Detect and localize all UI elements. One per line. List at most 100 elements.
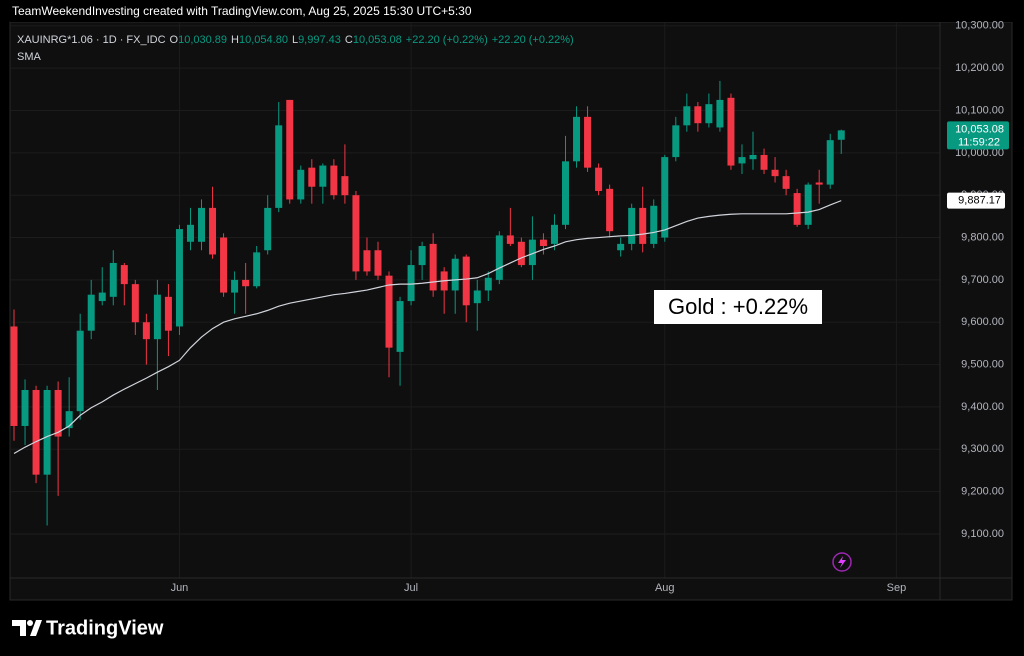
y-tick-label: 9,600.00 [961, 316, 1004, 328]
alert-icon[interactable] [832, 552, 852, 572]
change: +22.20 (+0.22%) [406, 34, 488, 46]
candle-body [628, 207, 636, 244]
candle-body [573, 116, 581, 162]
logo-slash [30, 620, 42, 636]
x-tick-label: Jul [404, 582, 418, 594]
brand-logo [12, 620, 42, 636]
y-tick-label: 9,800.00 [961, 231, 1004, 243]
change: +22.20 (+0.22%) [492, 34, 574, 46]
candle-body [727, 97, 735, 166]
sma-line [13, 200, 842, 455]
candle-body [198, 207, 206, 242]
candle-body [462, 256, 470, 306]
logo-mark [12, 620, 26, 636]
candle-body [32, 389, 40, 475]
ohlc-key: H [231, 34, 239, 46]
candle-body [209, 207, 217, 255]
candle-body [429, 243, 437, 291]
candle-body [584, 116, 592, 168]
candle-body [738, 157, 746, 164]
candle-body [418, 246, 426, 266]
candle-body [43, 389, 51, 475]
sma-tag [947, 192, 1005, 209]
candle-body [352, 195, 360, 272]
annotation-box [654, 290, 822, 324]
candle-body [396, 301, 404, 352]
sma-tag-label: 9,887.17 [958, 195, 1001, 207]
ohlc-key: C [345, 34, 353, 46]
candle-body [374, 250, 382, 276]
candle-body [242, 279, 250, 287]
candle-body [451, 258, 459, 291]
candle-body [617, 243, 625, 251]
candle-body [804, 184, 812, 225]
brand: TradingView [46, 617, 164, 639]
alert-bolt [838, 556, 846, 568]
candle-body [319, 165, 327, 187]
candle-body [264, 207, 272, 251]
candle-body [330, 165, 338, 196]
candle-body [606, 188, 614, 232]
x-tick-label: Sep [887, 582, 907, 594]
candle-body [54, 389, 62, 437]
x-tick-label: Jun [171, 582, 189, 594]
y-tick-label: 10,200.00 [955, 62, 1004, 74]
y-tick-label: 10,100.00 [955, 104, 1004, 116]
candle-body [815, 182, 823, 185]
candle-body [385, 275, 393, 348]
candle-body [186, 224, 194, 242]
y-tick-label: 10,000.00 [955, 147, 1004, 159]
candle-body [539, 239, 547, 247]
ohlc-value: 10,054.80 [239, 34, 288, 46]
candle-body [473, 290, 481, 304]
candle-body [749, 154, 757, 160]
candle-body [683, 106, 691, 126]
candle-body [694, 106, 702, 124]
legend-header: XAUINRG*1.06 · 1D · FX_IDC O10,030.89 H10,… [17, 34, 574, 46]
candle-body [253, 252, 261, 287]
candle-body [484, 277, 492, 291]
candle-body [164, 296, 172, 331]
y-tick-label: 9,500.00 [961, 358, 1004, 370]
candle-body [65, 411, 73, 429]
candle-body [705, 104, 713, 124]
candle-body [10, 326, 18, 426]
y-tick-label: 9,300.00 [961, 443, 1004, 455]
logo-dot [27, 620, 33, 626]
marks [10, 80, 845, 526]
price-tag [947, 121, 1009, 150]
candle-body [517, 241, 525, 266]
candle-body [275, 125, 283, 208]
candle-body [550, 224, 558, 244]
candle-body [76, 330, 84, 412]
candle-body [650, 205, 658, 244]
candle-body [407, 265, 415, 302]
candle-body [595, 167, 603, 191]
candle-body [672, 125, 680, 158]
countdown: 11:59:22 [958, 136, 1000, 148]
candle-body [87, 294, 95, 331]
candle-body [837, 130, 845, 140]
candle-body [153, 294, 161, 340]
y-tick-label: 9,100.00 [961, 528, 1004, 540]
candle-body [98, 292, 106, 302]
candle-body [297, 169, 305, 200]
y-tick-label: 9,400.00 [961, 401, 1004, 413]
indicator-name: SMA [17, 51, 42, 63]
candle-body [363, 250, 371, 272]
y-tick-label: 9,200.00 [961, 486, 1004, 498]
y-tick-label: 9,700.00 [961, 274, 1004, 286]
candle-body [109, 262, 117, 297]
candle-body [142, 322, 150, 340]
candle-body [308, 167, 316, 187]
candle-body [639, 207, 647, 244]
candle-body [760, 154, 768, 170]
candle-body [771, 169, 779, 177]
watermark-band [10, 0, 1024, 22]
annotation: Gold : +0.22% [668, 294, 808, 319]
price-tag-label: 10,053.08 [955, 123, 1004, 135]
candle-body [562, 161, 569, 225]
ohlc-value: 10,030.89 [178, 34, 227, 46]
